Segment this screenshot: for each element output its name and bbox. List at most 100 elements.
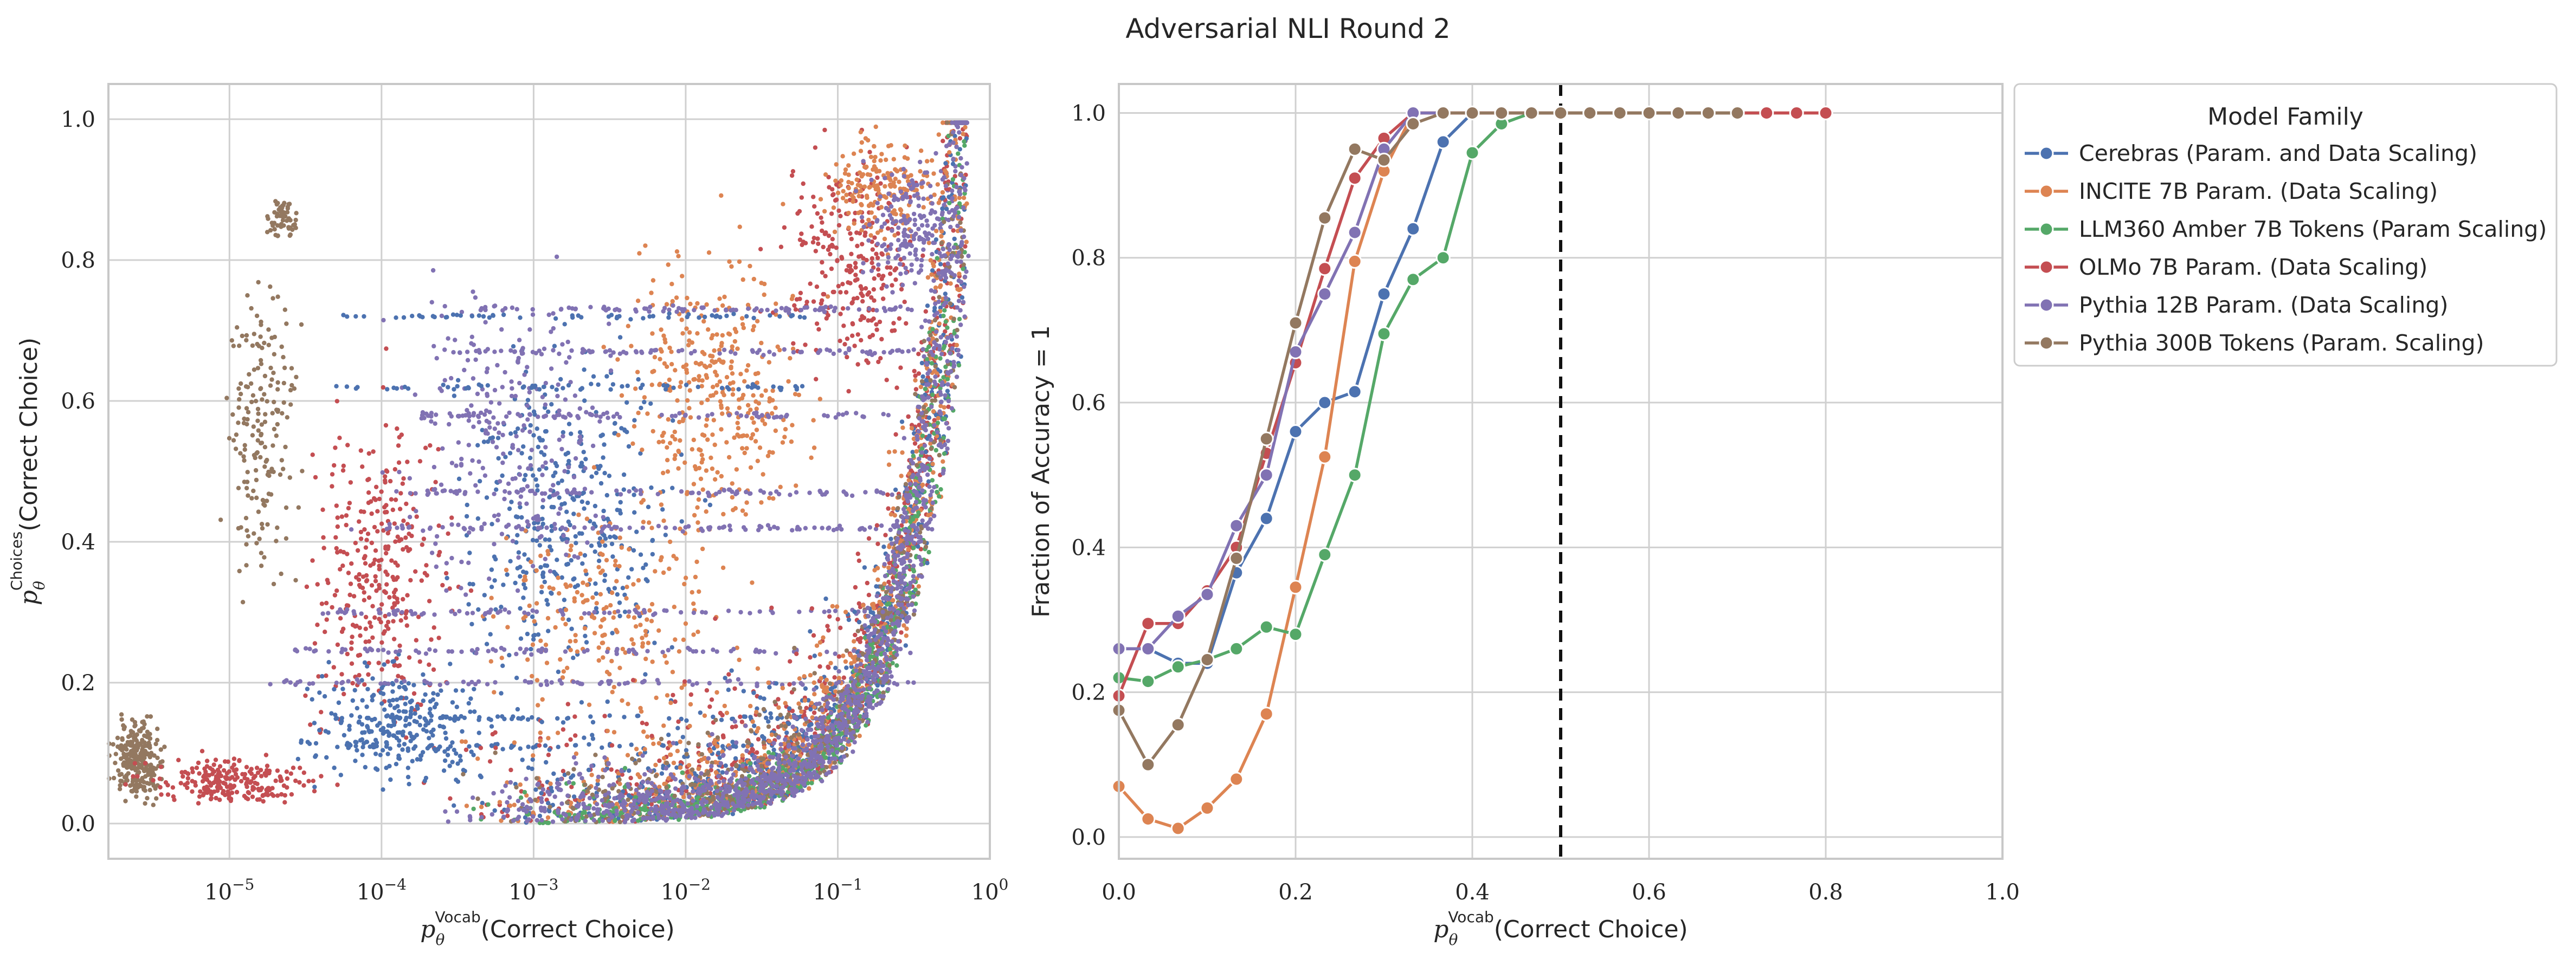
scatter-point	[628, 317, 633, 322]
scatter-point	[185, 780, 190, 786]
scatter-point	[288, 232, 293, 237]
scatter-point	[363, 764, 368, 770]
scatter-point	[383, 423, 389, 428]
scatter-point	[229, 338, 234, 343]
scatter-point	[581, 580, 585, 585]
scatter-point	[559, 610, 565, 615]
scatter-point	[120, 748, 125, 753]
scatter-point	[519, 451, 524, 456]
scatter-point	[700, 649, 706, 655]
scatter-point	[906, 414, 911, 419]
scatter-point	[854, 411, 859, 416]
scatter-point	[245, 293, 250, 298]
scatter-point	[274, 539, 279, 543]
scatter-point	[563, 397, 568, 402]
scatter-point	[244, 528, 249, 533]
scatter-point	[486, 649, 491, 653]
scatter-point	[820, 298, 825, 303]
scatter-point	[143, 761, 148, 766]
scatter-point	[377, 567, 382, 572]
scatter-point	[593, 503, 598, 509]
scatter-point	[430, 733, 435, 738]
scatter-point	[509, 500, 514, 504]
scatter-point	[357, 582, 362, 588]
scatter-point	[834, 245, 839, 250]
scatter-point	[720, 333, 725, 338]
scatter-point	[461, 679, 466, 684]
scatter-point	[450, 760, 455, 764]
scatter-point	[344, 384, 350, 389]
scatter-point	[893, 277, 898, 282]
scatter-point	[477, 715, 482, 720]
scatter-point	[809, 606, 815, 611]
scatter-point	[577, 435, 583, 439]
scatter-point	[495, 421, 500, 426]
scatter-point	[281, 466, 286, 471]
scatter-point	[216, 776, 221, 782]
scatter-point	[404, 696, 409, 701]
scatter-point	[397, 649, 402, 653]
scatter-point	[812, 525, 817, 530]
scatter-point	[373, 579, 378, 584]
scatter-point	[421, 536, 427, 541]
scatter-point	[609, 541, 615, 547]
scatter-point	[353, 314, 358, 319]
scatter-point	[528, 463, 533, 468]
scatter-point	[534, 483, 540, 488]
scatter-point	[249, 496, 254, 501]
scatter-point	[876, 262, 881, 267]
scatter-point	[147, 743, 152, 748]
scatter-point	[495, 436, 501, 440]
scatter-point	[657, 758, 662, 763]
scatter-point	[709, 697, 714, 702]
scatter-point	[408, 715, 413, 720]
scatter-point	[401, 709, 406, 714]
scatter-point	[126, 771, 131, 776]
scatter-point	[696, 415, 701, 420]
scatter-point	[431, 487, 436, 492]
scatter-point	[274, 433, 279, 438]
scatter-point	[543, 643, 549, 647]
scatter-point	[410, 314, 415, 319]
scatter-point	[594, 591, 599, 596]
scatter-point	[881, 350, 886, 355]
scatter-point	[525, 657, 530, 662]
scatter-point	[475, 647, 480, 652]
scatter-point	[505, 572, 510, 577]
scatter-point	[392, 467, 397, 472]
scatter-point	[578, 681, 583, 686]
scatter-point	[295, 756, 300, 762]
scatter-point	[652, 640, 657, 645]
scatter-point	[408, 578, 413, 583]
scatter-point	[886, 144, 891, 148]
scatter-point	[825, 624, 830, 628]
scatter-point	[452, 393, 457, 398]
scatter-point	[551, 326, 556, 331]
scatter-point	[442, 749, 447, 754]
scatter-point	[485, 393, 490, 398]
scatter-point	[332, 463, 337, 468]
scatter-point	[317, 728, 322, 733]
scatter-point	[448, 489, 453, 494]
scatter-point	[124, 747, 129, 752]
scatter-point	[916, 226, 921, 231]
scatter-point	[404, 623, 409, 628]
scatter-point	[275, 380, 280, 385]
scatter-point	[624, 585, 629, 589]
scatter-point	[521, 444, 526, 449]
scatter-point	[774, 308, 778, 313]
scatter-point	[300, 469, 305, 474]
scatter-point	[221, 768, 227, 773]
scatter-point	[790, 528, 795, 533]
scatter-point	[497, 479, 503, 484]
scatter-point	[561, 386, 565, 391]
scatter-point	[599, 680, 604, 685]
scatter-point	[601, 412, 606, 417]
scatter-point	[381, 647, 386, 652]
scatter-point	[413, 569, 418, 574]
scatter-point	[786, 379, 791, 384]
scatter-point	[814, 377, 819, 381]
scatter-point	[285, 415, 289, 420]
scatter-point	[798, 290, 803, 295]
scatter-point	[699, 400, 704, 405]
